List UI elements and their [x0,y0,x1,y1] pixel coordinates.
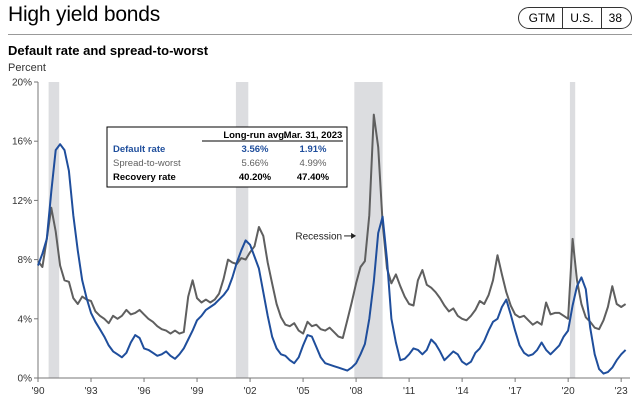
x-tick-label: '17 [509,386,522,397]
x-tick-label: '90 [31,386,44,397]
x-tick-label: '08 [350,386,363,397]
x-tick-label: '05 [297,386,310,397]
recession-band [235,82,249,378]
recession-arrow-head [351,232,357,239]
table-cell: 1.91% [300,144,327,155]
page-title: High yield bonds [8,3,161,26]
recession-band [569,82,576,378]
y-tick-label: 16% [12,137,32,148]
stats-table [106,126,348,188]
header-divider [8,34,632,35]
table-cell: 4.99% [300,158,327,169]
x-tick-label: '99 [191,386,204,397]
y-tick-label: 4% [18,314,33,325]
x-tick-label: '02 [244,386,257,397]
table-row-label: Default rate [113,144,165,155]
y-tick-label: 0% [18,374,33,385]
table-row-label: Spread-to-worst [113,158,181,169]
y-axis-unit-label: Percent [8,62,46,74]
table-row-label: Recovery rate [113,172,176,183]
badge-group: GTM U.S. 38 [517,7,632,29]
chart-title: Default rate and spread-to-worst [8,43,209,58]
x-tick-label: '96 [138,386,151,397]
table-cell: 5.66% [242,158,269,169]
x-tick-label: '14 [456,386,469,397]
y-tick-label: 12% [12,196,32,207]
table-cell: 3.56% [242,144,269,155]
x-tick-label: '23 [615,386,628,397]
recession-annotation: Recession [295,231,342,242]
y-tick-label: 20% [12,78,32,89]
table-header-date: Mar. 31, 2023 [284,130,343,141]
recession-band [48,82,60,378]
badge-gtm: GTM [517,7,564,29]
badge-page-number: 38 [600,7,632,29]
table-cell: 47.40% [297,172,330,183]
x-tick-label: '20 [562,386,575,397]
series-line-spread-to-worst [37,113,627,339]
x-tick-label: '93 [84,386,97,397]
table-cell: 40.20% [239,172,272,183]
series-line-default-rate [37,143,627,375]
y-tick-label: 8% [18,255,33,266]
table-header-long-run: Long-run avg. [223,130,286,141]
x-tick-label: '11 [403,386,416,397]
